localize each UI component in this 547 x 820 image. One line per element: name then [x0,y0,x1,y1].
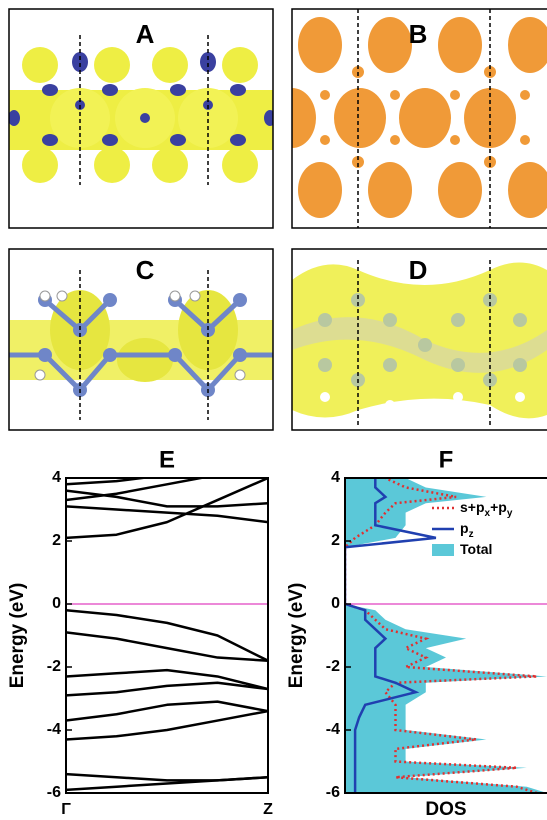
y-tick-label: -2 [47,658,61,675]
y-tick-label: 4 [52,469,61,486]
chart-title: F [439,446,454,473]
chart-title: E [159,446,175,473]
y-tick-label: 2 [52,532,61,549]
panel-b-image [268,9,547,228]
panel-label: C [136,255,155,285]
x-axis-label: DOS [425,799,466,820]
band-line [66,491,268,507]
x-tick-label: Γ [61,801,71,818]
band-line [66,711,268,739]
y-tick-label: -4 [326,721,340,738]
y-tick-label: -6 [326,784,340,801]
y-tick-label: 4 [331,469,340,486]
panel-label: B [409,19,428,49]
legend-label: Total [460,541,492,557]
y-tick-label: 0 [52,595,61,612]
x-tick-label: Z [263,801,273,818]
y-tick-label: 2 [331,532,340,549]
legend-swatch [432,544,454,556]
plot-area [66,462,268,790]
y-tick-label: -4 [47,721,61,738]
band-line [66,683,268,696]
figure: A B C D E Energy (eV) -6 -4 -2 0 2 4 Γ Z F Energy (… [0,0,547,820]
y-axis-label: Energy (eV) [7,583,28,689]
y-tick-label: -6 [47,784,61,801]
panel-label: D [409,255,428,285]
y-tick-label: 0 [331,595,340,612]
band-line [66,506,268,522]
legend-label: s+px+py [460,499,513,519]
band-line [66,777,268,790]
plot-area [345,478,547,793]
y-tick-label: -2 [326,658,340,675]
y-axis-label: Energy (eV) [286,583,307,689]
legend-label: pz [460,520,474,540]
panel-label: A [136,19,155,49]
